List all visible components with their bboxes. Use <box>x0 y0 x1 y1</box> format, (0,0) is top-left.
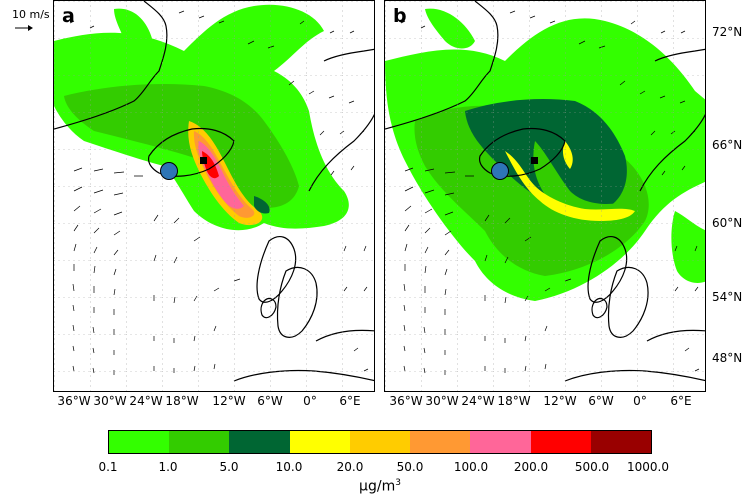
lon-label-b: 0° <box>633 394 647 408</box>
colorbar-unit-text: μg/m <box>359 478 396 495</box>
colorbar-tick-label: 200.0 <box>513 460 549 474</box>
colorbar-tick-label: 0.1 <box>98 460 118 474</box>
map-panel-b-canvas <box>385 1 705 391</box>
panel-a-label: a <box>62 5 75 27</box>
colorbar-unit-label: μg/m3 <box>359 478 401 495</box>
lon-label-a: 24°W <box>129 394 163 408</box>
lat-label: 72°N <box>712 25 743 39</box>
lat-label: 60°N <box>712 216 743 230</box>
lon-label-b: 24°W <box>461 394 495 408</box>
lon-label-b: 6°W <box>588 394 614 408</box>
lon-label-b: 36°W <box>389 394 423 408</box>
source-marker-a <box>200 157 207 164</box>
lon-label-a: 12°W <box>212 394 246 408</box>
lat-label: 66°N <box>712 138 743 152</box>
lon-label-a: 0° <box>303 394 317 408</box>
colorbar-unit-exponent: 3 <box>395 478 401 488</box>
colorbar-segment <box>289 431 350 453</box>
colorbar-tick-label: 100.0 <box>453 460 489 474</box>
colorbar-segment <box>410 431 471 453</box>
lon-label-b: 6°E <box>670 394 692 408</box>
lon-label-a: 30°W <box>93 394 127 408</box>
site-marker-a <box>160 162 178 180</box>
map-panel-b: b <box>384 0 706 392</box>
colorbar-segment <box>590 431 651 453</box>
colorbar <box>108 430 652 454</box>
colorbar-segment <box>530 431 591 453</box>
lon-label-a: 6°E <box>339 394 361 408</box>
lat-label: 48°N <box>712 351 743 365</box>
colorbar-tick-label: 1.0 <box>158 460 178 474</box>
graticule-b <box>385 1 705 391</box>
lon-label-b: 30°W <box>425 394 459 408</box>
colorbar-segment <box>169 431 230 453</box>
lon-label-a: 18°W <box>165 394 199 408</box>
lon-label-a: 36°W <box>57 394 91 408</box>
map-panel-a-canvas <box>54 1 374 391</box>
colorbar-tick-label: 5.0 <box>219 460 239 474</box>
wind-reference-arrow-icon <box>15 25 33 31</box>
lon-label-b: 18°W <box>497 394 531 408</box>
colorbar-tick-label: 20.0 <box>336 460 364 474</box>
lon-label-b: 12°W <box>543 394 577 408</box>
graticule-a <box>54 1 374 391</box>
colorbar-segment <box>229 431 290 453</box>
map-panel-a: a <box>53 0 375 392</box>
colorbar-segment <box>109 431 170 453</box>
colorbar-tick-label: 1000.0 <box>627 460 669 474</box>
site-marker-b <box>491 162 509 180</box>
colorbar-segment <box>349 431 411 453</box>
lon-label-a: 6°W <box>257 394 283 408</box>
colorbar-segment <box>470 431 531 453</box>
source-marker-b <box>531 157 538 164</box>
lat-label: 54°N <box>712 290 743 304</box>
panel-b-label: b <box>393 5 407 27</box>
colorbar-tick-label: 500.0 <box>574 460 610 474</box>
colorbar-tick-label: 10.0 <box>275 460 303 474</box>
wind-reference-label: 10 m/s <box>12 8 50 21</box>
colorbar-tick-label: 50.0 <box>396 460 424 474</box>
